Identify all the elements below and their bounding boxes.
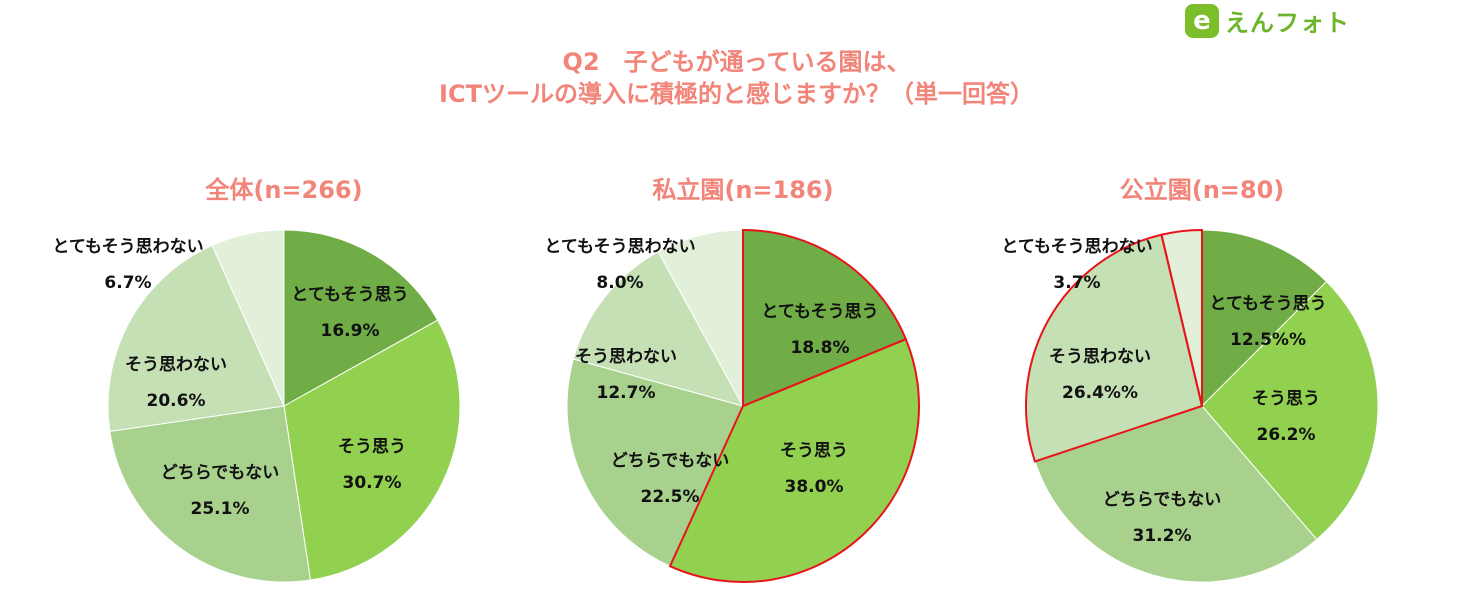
chart-title-all: 全体(n=266) [205,176,363,204]
slice-value-label: 22.5% [641,487,700,507]
chart-title-private: 私立園(n=186) [652,176,834,204]
highlight-outline [1160,228,1203,407]
chart-title-public: 公立園(n=80) [1119,176,1285,204]
slice-value-label: 26.4%% [1062,383,1138,403]
slice-value-label: 8.0% [596,273,643,293]
slice-value-label: 30.7% [343,473,402,493]
slice-category-label: とてもそう思わない [544,237,695,257]
slice-category-label: そう思う [1252,389,1320,409]
logo-badge-icon: e [1185,3,1219,38]
enphoto-logo: e えんフォト [1185,3,1350,38]
slice-category-label: そう思わない [1049,347,1151,367]
slice-value-label: 6.7% [104,273,151,293]
pie-slice-neutral [1034,405,1318,583]
slice-category-label: とてもそう思う [291,285,408,305]
slice-value-label: 12.5%% [1230,330,1306,350]
slice-value-label: 25.1% [191,499,250,519]
title-line-1: Q2 子どもが通っている園は、 [562,48,911,76]
slice-category-label: とてもそう思う [1209,294,1326,314]
slice-category-label: どちらでもない [1103,490,1222,510]
slice-value-label: 26.2% [1257,425,1316,445]
slice-category-label: そう思う [780,441,848,461]
slice-category-label: とてもそう思わない [52,237,203,257]
highlight-outline [668,337,920,583]
slice-category-label: とてもそう思わない [1001,237,1152,257]
pie-slice-neutral [566,358,744,567]
logo-text: えんフォト [1225,9,1350,37]
slice-category-label: どちらでもない [161,463,280,483]
pie-slice-very-agree [283,229,439,407]
slice-category-label: そう思う [338,437,406,457]
pie-slice-very-agree [1201,229,1328,408]
pie-slice-agree [1201,280,1379,541]
slice-value-label: 38.0% [785,477,844,497]
pie-slice-disagree [107,244,285,432]
slice-category-label: そう思わない [575,347,677,367]
survey-question-title: Q2 子どもが通っている園は、 ICTツールの導入に積極的と感じますか？（単一回… [0,46,1473,110]
slice-value-label: 3.7% [1053,273,1100,293]
slice-value-label: 31.2% [1133,526,1192,546]
slice-category-label: とてもそう思う [761,302,878,322]
slice-value-label: 12.7% [597,383,656,403]
pie-slice-neutral [109,405,312,583]
title-line-2: ICTツールの導入に積極的と感じますか？（単一回答） [439,80,1034,108]
slice-value-label: 16.9% [321,321,380,341]
pie-slice-agree [283,319,461,581]
pie-slice-disagree [572,251,745,407]
slice-value-label: 18.8% [791,338,850,358]
pie-slice-strongly-disagree [657,229,744,407]
highlight-outline [742,228,908,408]
slice-value-label: 20.6% [147,391,206,411]
pie-slice-strongly-disagree [211,229,285,407]
slice-category-label: どちらでもない [611,451,730,471]
highlight-outline [1025,233,1204,463]
slice-category-label: そう思わない [125,355,227,375]
